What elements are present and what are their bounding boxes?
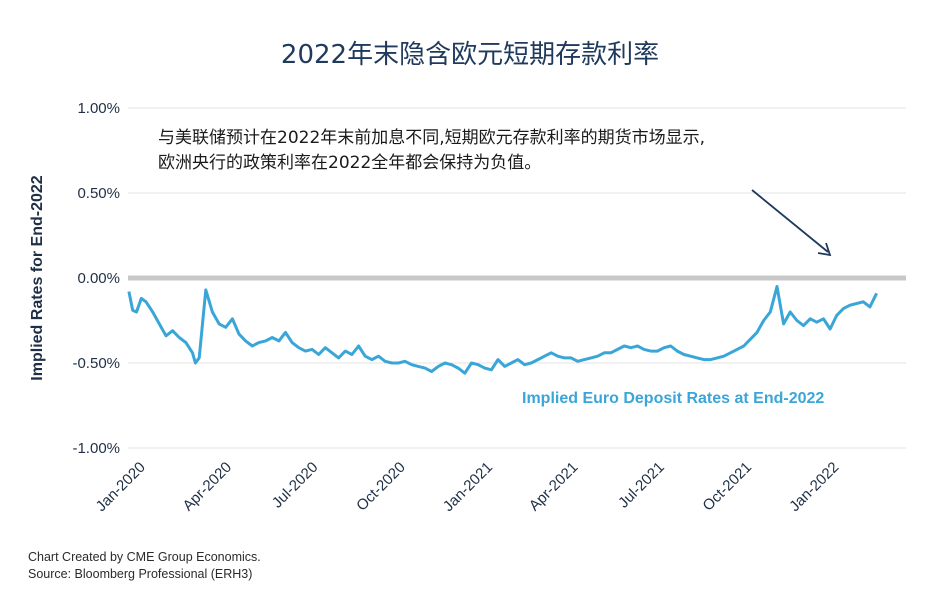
series-line-implied-euro-deposit-rates: [127, 285, 878, 375]
footer-source: Source: Bloomberg Professional (ERH3): [28, 567, 253, 581]
x-tick-label: Oct-2021: [699, 459, 755, 515]
y-tick-label: -0.50%: [72, 355, 120, 372]
x-tick-label: Apr-2021: [526, 459, 582, 515]
x-tick-label: Jul-2021: [615, 459, 668, 512]
y-tick-label: -1.00%: [72, 440, 120, 457]
x-tick-label: Jul-2020: [269, 459, 322, 512]
annotation-line-1: 与美联储预计在2022年末前加息不同,短期欧元存款利率的期货市场显示,: [158, 128, 705, 148]
grid-lines: [128, 107, 906, 449]
annotation-line-2: 欧洲央行的政策利率在2022全年都会保持为负值。: [158, 153, 541, 173]
x-tick-label: Jan-2020: [93, 459, 149, 515]
x-tick-label: Jan-2021: [440, 459, 496, 515]
annotation-arrow: [751, 189, 832, 257]
series-layer: [127, 285, 878, 375]
y-axis-label: Implied Rates for End-2022: [29, 175, 46, 380]
y-tick-label: 1.00%: [77, 100, 120, 117]
y-tick-label: 0.50%: [77, 185, 120, 202]
footer-credit: Chart Created by CME Group Economics.: [28, 550, 261, 564]
x-tick-label: Jan-2022: [786, 459, 842, 515]
y-tick-label: 0.00%: [77, 270, 120, 287]
y-tick-labels: 1.00% 0.50% 0.00% -0.50% -1.00%: [72, 100, 120, 457]
chart-title: 2022年末隐含欧元短期存款利率: [280, 40, 660, 70]
x-tick-labels: Jan-2020 Apr-2020 Jul-2020 Oct-2020 Jan-2021…: [93, 459, 843, 515]
x-tick-label: Oct-2020: [353, 459, 409, 515]
x-tick-label: Apr-2020: [180, 459, 236, 515]
series-label: Implied Euro Deposit Rates at End-2022: [522, 390, 824, 407]
